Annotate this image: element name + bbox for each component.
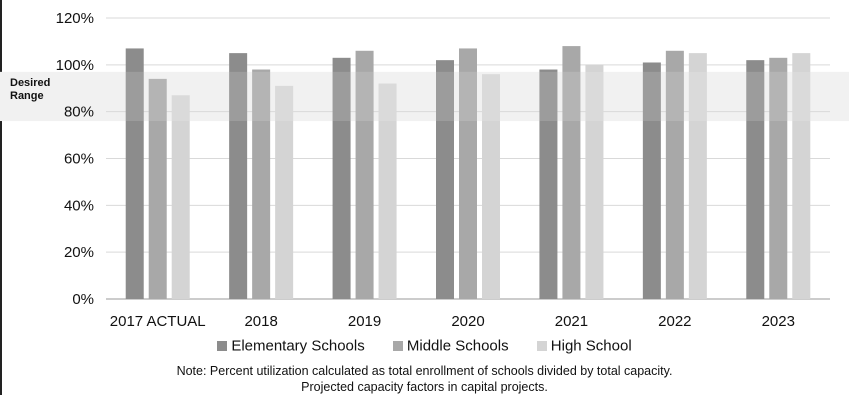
bar-range-overlay [148, 78, 167, 122]
bar-range-overlay [482, 74, 500, 122]
bar-range-overlay [688, 71, 707, 122]
bar-range-overlay [746, 71, 765, 122]
note-line-2: Projected capacity factors in capital pr… [301, 380, 548, 394]
bar-range-overlay [355, 71, 374, 122]
bar-range-overlay [585, 71, 604, 122]
bar-elementary [125, 48, 144, 299]
bar-elementary [642, 62, 661, 299]
y-tick-label: 0% [72, 291, 94, 308]
bar-range-overlay [665, 71, 684, 122]
x-tick-label: 2019 [348, 313, 381, 330]
bar-middle [252, 69, 271, 300]
bar-range-overlay [792, 71, 811, 122]
legend-swatch-high [536, 341, 547, 352]
bar-middle [665, 50, 684, 300]
bar-middle [148, 78, 167, 299]
bar-range-overlay [642, 71, 661, 122]
bar-range-overlay [436, 71, 454, 122]
y-tick-label: 80% [64, 104, 94, 121]
bar-range-overlay [125, 71, 144, 122]
bar-high [378, 83, 397, 299]
x-tick-label: 2021 [555, 313, 588, 330]
y-tick-label: 40% [64, 197, 94, 214]
bar-range-overlay [252, 71, 271, 122]
x-tick-label: 2023 [762, 313, 795, 330]
bar-elementary [229, 53, 248, 299]
y-tick-label: 120% [56, 10, 94, 27]
note-line-1: Note: Percent utilization calculated as … [176, 364, 673, 378]
legend-item-elementary: Elementary Schools [217, 337, 365, 355]
bar-range-overlay [769, 71, 788, 122]
bar-middle [769, 57, 788, 299]
bar-middle [355, 50, 374, 300]
desired-range-label-line-2: Range [10, 90, 44, 102]
bar-elementary [746, 60, 765, 300]
chart-note: Note: Percent utilization calculated as … [0, 363, 849, 395]
y-tick-label: 60% [64, 151, 94, 168]
legend-label-middle: Middle Schools [406, 337, 509, 355]
bar-high [171, 95, 190, 300]
x-tick-label: 2017 ACTUAL [110, 313, 206, 330]
bar-range-overlay [562, 71, 581, 122]
desired-range-label-line-1: Desired [10, 77, 50, 89]
bar-high [688, 53, 707, 299]
x-tick-label: 2022 [658, 313, 691, 330]
bar-range-overlay [332, 71, 351, 122]
legend-label-elementary: Elementary Schools [231, 337, 365, 355]
legend-item-high: High School [536, 337, 632, 355]
bar-elementary [332, 57, 351, 299]
bar-high [275, 85, 294, 300]
legend-swatch-elementary [217, 341, 228, 352]
bar-range-overlay [275, 85, 294, 122]
bar-range-overlay [229, 71, 248, 122]
x-tick-label: 2020 [451, 313, 484, 330]
bar-middle [562, 46, 581, 299]
bar-elementary [436, 60, 454, 300]
y-tick-label: 20% [64, 244, 94, 261]
bar-high [585, 64, 604, 299]
legend-swatch-middle [392, 341, 403, 352]
chart-legend: Elementary Schools Middle Schools High S… [0, 337, 849, 355]
bar-elementary [539, 69, 558, 300]
bar-range-overlay [378, 83, 397, 122]
legend-item-middle: Middle Schools [392, 337, 509, 355]
bar-high [792, 53, 811, 299]
bar-middle [459, 48, 477, 299]
bar-range-overlay [539, 71, 558, 122]
left-border-line [0, 0, 2, 395]
y-tick-label: 100% [56, 57, 94, 74]
x-tick-label: 2018 [244, 313, 277, 330]
bar-range-overlay [459, 71, 477, 122]
bar-high [482, 74, 500, 299]
legend-label-high: High School [550, 337, 632, 355]
bar-range-overlay [171, 95, 190, 122]
